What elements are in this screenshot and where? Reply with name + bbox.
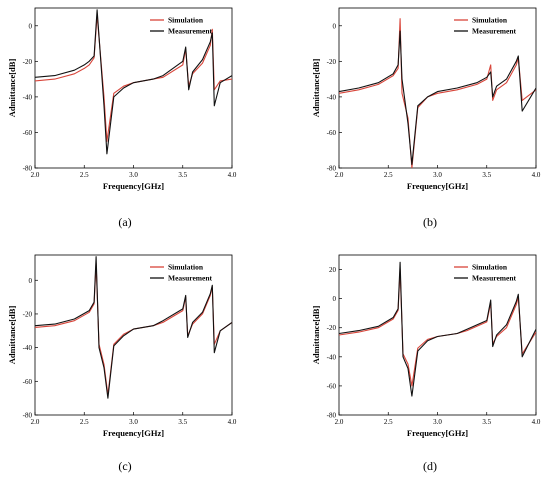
legend-label-simulation: Simulation [168,263,204,272]
y-tick-label: -40 [327,93,337,101]
y-tick-label: 20 [329,266,337,274]
y-tick-label: -40 [327,353,337,361]
y-tick-label: 0 [29,22,33,30]
y-tick-label: 0 [29,277,33,285]
y-axis-label: Admittance[dB] [7,306,17,365]
y-tick-label: -60 [327,382,337,390]
x-tick-label: 2.5 [384,171,393,179]
series-line-measurement [35,256,232,399]
y-tick-label: -80 [23,165,33,173]
x-tick-label: 4.0 [228,418,237,426]
x-tick-label: 3.0 [433,418,442,426]
legend-label-simulation: Simulation [472,16,508,25]
x-tick-label: 3.0 [129,418,138,426]
series-line-simulation [339,18,536,168]
y-axis-label: Admittance[dB] [311,59,321,118]
y-tick-label: -80 [327,165,337,173]
x-tick-label: 2.0 [31,418,40,426]
chart-panel-1: 2.0 2.5 3.0 3.5 4.0 -80 -60 -40 -20 0 Frequency[GH… [7,7,237,229]
y-tick-label: 0 [333,295,337,303]
x-tick-label: 2.5 [80,171,89,179]
series-line-simulation [339,268,536,387]
legend-label-measurement: Measurement [472,27,517,36]
legend-label-measurement: Measurement [472,274,517,283]
series-line-measurement [339,261,536,397]
y-tick-label: -20 [327,58,337,66]
x-tick-label: 3.0 [433,171,442,179]
x-axis-label: Frequency[GHz] [103,428,164,438]
x-axis-label: Frequency[GHz] [407,181,468,191]
x-axis-label: Frequency[GHz] [103,181,164,191]
panel-label: (d) [423,459,437,473]
legend-label-simulation: Simulation [168,16,204,25]
y-tick-label: -80 [327,412,337,420]
y-tick-label: -20 [327,324,337,332]
x-tick-label: 2.0 [335,418,344,426]
x-tick-label: 3.0 [129,171,138,179]
y-axis-label: Admittance[dB] [7,59,17,118]
x-tick-label: 3.5 [178,171,187,179]
y-tick-label: -60 [327,129,337,137]
y-tick-label: -40 [23,93,33,101]
series-line-measurement [35,9,232,155]
y-tick-label: -60 [23,129,33,137]
x-tick-label: 2.5 [80,418,89,426]
x-axis-label: Frequency[GHz] [407,428,468,438]
legend-label-measurement: Measurement [168,274,213,283]
y-tick-label: -20 [23,310,33,318]
x-tick-label: 2.0 [335,171,344,179]
panel-label: (a) [118,215,131,229]
legend-label-measurement: Measurement [168,27,213,36]
x-tick-label: 3.5 [178,418,187,426]
panel-label: (c) [118,459,131,473]
y-tick-label: -80 [23,412,33,420]
y-tick-label: -20 [23,58,33,66]
y-axis-label: Admittance[dB] [311,306,321,365]
chart-panel-4: 2.0 2.5 3.0 3.5 4.0 -80 -60 -40 -20 0 20 Frequency[… [311,254,541,473]
legend-label-simulation: Simulation [472,263,508,272]
x-tick-label: 2.0 [31,171,40,179]
chart-panel-2: 2.0 2.5 3.0 3.5 4.0 -80 -60 -40 -20 0 Frequency[GH… [311,7,541,229]
y-tick-label: 0 [333,22,337,30]
y-tick-label: -40 [23,344,33,352]
y-tick-label: -60 [23,378,33,386]
x-tick-label: 4.0 [532,418,541,426]
chart-panel-3: 2.0 2.5 3.0 3.5 4.0 -80 -60 -40 -20 0 Frequency[GH… [7,254,237,473]
x-tick-label: 4.0 [532,171,541,179]
x-tick-label: 3.5 [482,171,491,179]
series-line-measurement [339,30,536,165]
x-tick-label: 3.5 [482,418,491,426]
panel-label: (b) [423,215,437,229]
x-tick-label: 4.0 [228,171,237,179]
x-tick-label: 2.5 [384,418,393,426]
